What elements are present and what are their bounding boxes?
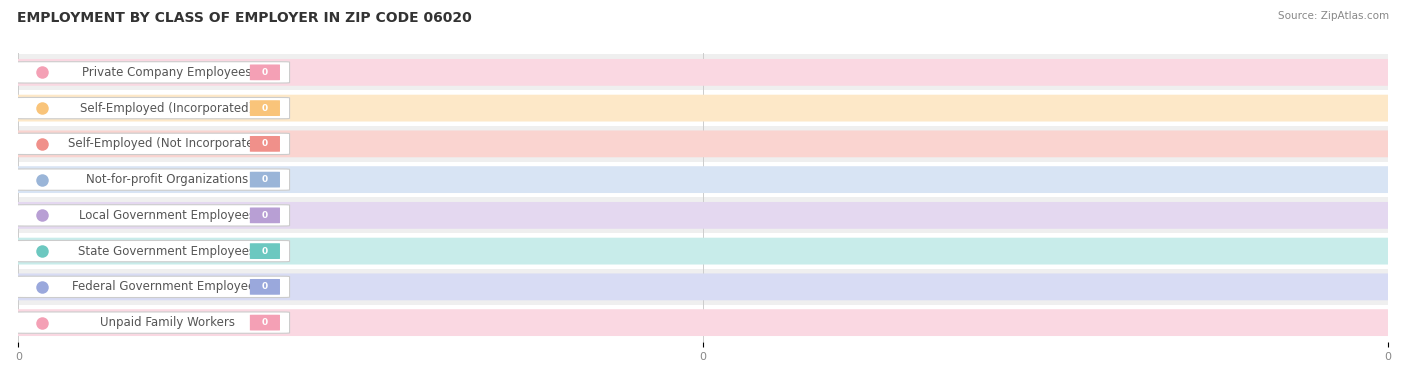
- FancyBboxPatch shape: [14, 205, 290, 226]
- Text: Self-Employed (Incorporated): Self-Employed (Incorporated): [80, 102, 253, 115]
- Text: 0: 0: [262, 68, 269, 77]
- FancyBboxPatch shape: [0, 202, 1406, 229]
- Text: 0: 0: [262, 104, 269, 113]
- FancyBboxPatch shape: [250, 207, 280, 223]
- FancyBboxPatch shape: [14, 62, 290, 83]
- FancyBboxPatch shape: [0, 130, 1406, 157]
- Text: Unpaid Family Workers: Unpaid Family Workers: [100, 316, 235, 329]
- Text: EMPLOYMENT BY CLASS OF EMPLOYER IN ZIP CODE 06020: EMPLOYMENT BY CLASS OF EMPLOYER IN ZIP C…: [17, 11, 471, 25]
- FancyBboxPatch shape: [4, 162, 1402, 198]
- FancyBboxPatch shape: [0, 95, 1406, 121]
- Text: 0: 0: [262, 211, 269, 220]
- Text: Self-Employed (Not Incorporated): Self-Employed (Not Incorporated): [69, 137, 266, 150]
- FancyBboxPatch shape: [4, 126, 1402, 162]
- FancyBboxPatch shape: [0, 59, 1406, 86]
- Text: Source: ZipAtlas.com: Source: ZipAtlas.com: [1278, 11, 1389, 21]
- FancyBboxPatch shape: [0, 273, 1406, 300]
- Text: State Government Employees: State Government Employees: [79, 245, 256, 257]
- FancyBboxPatch shape: [0, 238, 1406, 265]
- FancyBboxPatch shape: [250, 100, 280, 116]
- FancyBboxPatch shape: [4, 55, 1402, 90]
- FancyBboxPatch shape: [250, 64, 280, 80]
- FancyBboxPatch shape: [4, 233, 1402, 269]
- Text: 0: 0: [262, 247, 269, 256]
- Text: 0: 0: [262, 175, 269, 184]
- FancyBboxPatch shape: [14, 169, 290, 190]
- Text: 0: 0: [262, 139, 269, 149]
- Text: Not-for-profit Organizations: Not-for-profit Organizations: [86, 173, 249, 186]
- FancyBboxPatch shape: [0, 309, 1406, 336]
- FancyBboxPatch shape: [14, 133, 290, 155]
- FancyBboxPatch shape: [4, 269, 1402, 305]
- FancyBboxPatch shape: [4, 305, 1402, 340]
- Text: Federal Government Employees: Federal Government Employees: [72, 280, 262, 293]
- Text: Private Company Employees: Private Company Employees: [83, 66, 252, 79]
- FancyBboxPatch shape: [250, 136, 280, 152]
- FancyBboxPatch shape: [250, 172, 280, 187]
- FancyBboxPatch shape: [14, 312, 290, 333]
- FancyBboxPatch shape: [0, 166, 1406, 193]
- FancyBboxPatch shape: [4, 198, 1402, 233]
- FancyBboxPatch shape: [14, 276, 290, 297]
- FancyBboxPatch shape: [14, 241, 290, 262]
- FancyBboxPatch shape: [4, 90, 1402, 126]
- FancyBboxPatch shape: [250, 315, 280, 331]
- FancyBboxPatch shape: [250, 279, 280, 295]
- Text: Local Government Employees: Local Government Employees: [79, 209, 254, 222]
- FancyBboxPatch shape: [14, 98, 290, 119]
- Text: 0: 0: [262, 282, 269, 291]
- Text: 0: 0: [262, 318, 269, 327]
- FancyBboxPatch shape: [250, 243, 280, 259]
